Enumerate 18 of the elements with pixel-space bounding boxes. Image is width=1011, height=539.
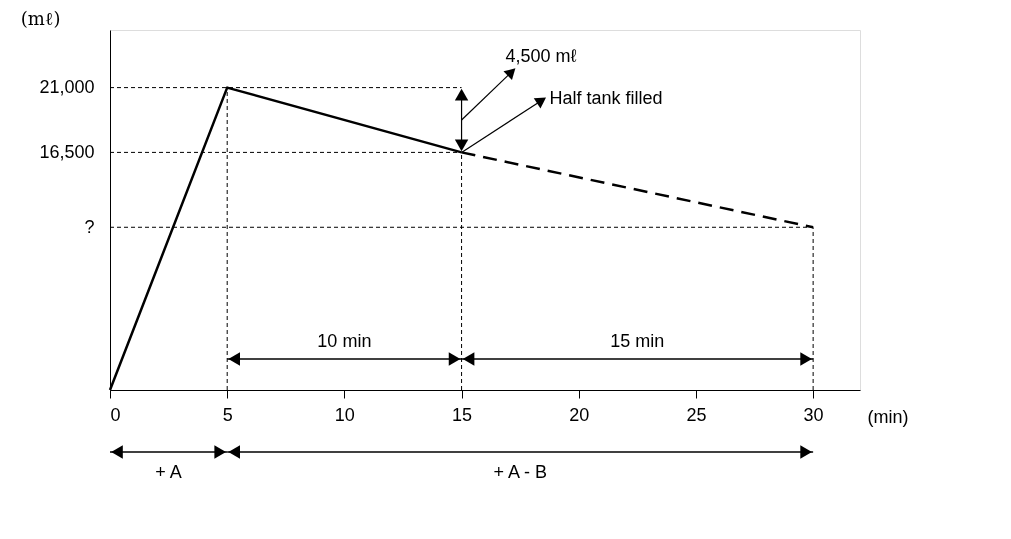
annotation: 4,500 mℓ: [505, 46, 577, 66]
annotation: Half tank filled: [549, 88, 663, 109]
annotation: 15 min: [610, 331, 665, 351]
x-tick-label: 5: [222, 404, 233, 425]
x-tick-label: 0: [110, 404, 121, 425]
x-tick-label: 20: [569, 404, 590, 425]
y-tick-label: ?: [84, 216, 95, 237]
y-tick-label: 16,500: [39, 141, 95, 162]
x-tick-label: 25: [686, 404, 707, 425]
x-tick-label: 15: [452, 404, 473, 425]
text: + A - B: [493, 462, 547, 482]
text: + A: [155, 462, 182, 482]
x-tick-label: 10: [334, 404, 355, 425]
y-axis-title: (mℓ): [20, 7, 61, 29]
x-axis-title: (min): [867, 406, 909, 427]
annotation: 10 min: [317, 331, 372, 351]
x-tick-label: 30: [803, 404, 824, 425]
y-tick-label: 21,000: [39, 77, 95, 98]
